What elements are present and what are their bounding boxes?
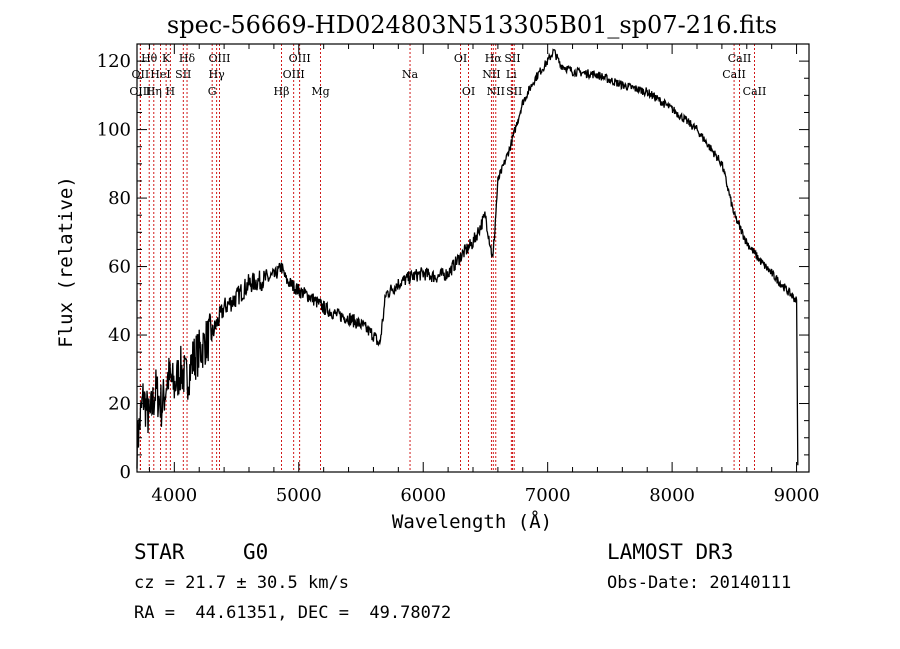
y-tick-label-1: 20 xyxy=(108,394,131,415)
x-tick-label-5: 9000 xyxy=(774,485,820,506)
line-label-17: OI xyxy=(454,52,467,65)
x-axis-label: Wavelength (Å) xyxy=(392,510,552,533)
y-tick-label-5: 100 xyxy=(97,120,131,141)
line-label-0: Hθ xyxy=(141,52,158,65)
y-tick-label-2: 40 xyxy=(108,325,131,346)
plot-frame xyxy=(136,43,810,473)
x-tick-label-4: 8000 xyxy=(649,485,695,506)
y-tick-label-4: 80 xyxy=(108,188,131,209)
line-label-6: H xyxy=(166,85,176,98)
line-label-11: G xyxy=(208,85,217,98)
spectral-subclass: G0 xyxy=(243,540,269,564)
line-label-25: CaII xyxy=(728,52,752,65)
line-label-7: SII xyxy=(175,68,191,81)
line-label-16: Na xyxy=(402,68,419,81)
line-label-12: Hβ xyxy=(274,85,290,98)
line-label-22: SII xyxy=(504,52,520,65)
object-type: STAR xyxy=(134,540,185,564)
flux-series-line xyxy=(136,48,799,469)
line-label-18: OI xyxy=(462,85,475,98)
line-label-4: K xyxy=(162,52,171,65)
line-label-15: Mg xyxy=(311,85,329,98)
y-tick-label-6: 120 xyxy=(97,51,131,72)
x-tick-label-0: 4000 xyxy=(151,485,197,506)
x-tick-label-2: 6000 xyxy=(400,485,446,506)
line-label-10: Hγ xyxy=(209,68,226,81)
y-tick-label-0: 0 xyxy=(120,462,131,483)
y-axis-label: Flux (relative) xyxy=(55,176,77,348)
line-label-24: SII xyxy=(506,85,522,98)
x-tick-label-1: 5000 xyxy=(276,485,322,506)
redshift-velocity: cz = 21.7 ± 30.5 km/s xyxy=(134,573,349,593)
x-axis-ticks: 4000 5000 6000 7000 8000 9000 xyxy=(148,44,820,506)
line-label-20: NII xyxy=(482,68,500,81)
observation-date: Obs-Date: 20140111 xyxy=(607,573,792,593)
coordinates: RA = 44.61351, DEC = 49.78072 xyxy=(134,603,452,623)
line-label-3: Hη xyxy=(146,85,162,98)
line-label-5: HeI xyxy=(150,68,170,81)
line-label-8: Hδ xyxy=(179,52,196,65)
line-label-26: CaII xyxy=(722,68,746,81)
line-label-19: Hα xyxy=(485,52,503,65)
spectral-line-markers xyxy=(139,44,755,472)
y-tick-label-3: 60 xyxy=(108,257,131,278)
line-label-27: CaII xyxy=(743,85,767,98)
line-label-21: NII xyxy=(487,85,505,98)
y-axis-ticks: 0 20 40 60 80 100 120 xyxy=(97,51,809,483)
line-label-23: Li xyxy=(506,68,517,81)
line-label-1: OII xyxy=(132,68,150,81)
survey-name: LAMOST DR3 xyxy=(607,540,734,564)
line-label-9: OIII xyxy=(208,52,230,65)
line-label-2: OIII xyxy=(129,85,151,98)
line-label-14: OIII xyxy=(283,68,305,81)
chart-title: spec-56669-HD024803N513305B01_sp07-216.f… xyxy=(167,11,777,39)
line-label-13: OIII xyxy=(289,52,311,65)
x-tick-label-3: 7000 xyxy=(525,485,571,506)
